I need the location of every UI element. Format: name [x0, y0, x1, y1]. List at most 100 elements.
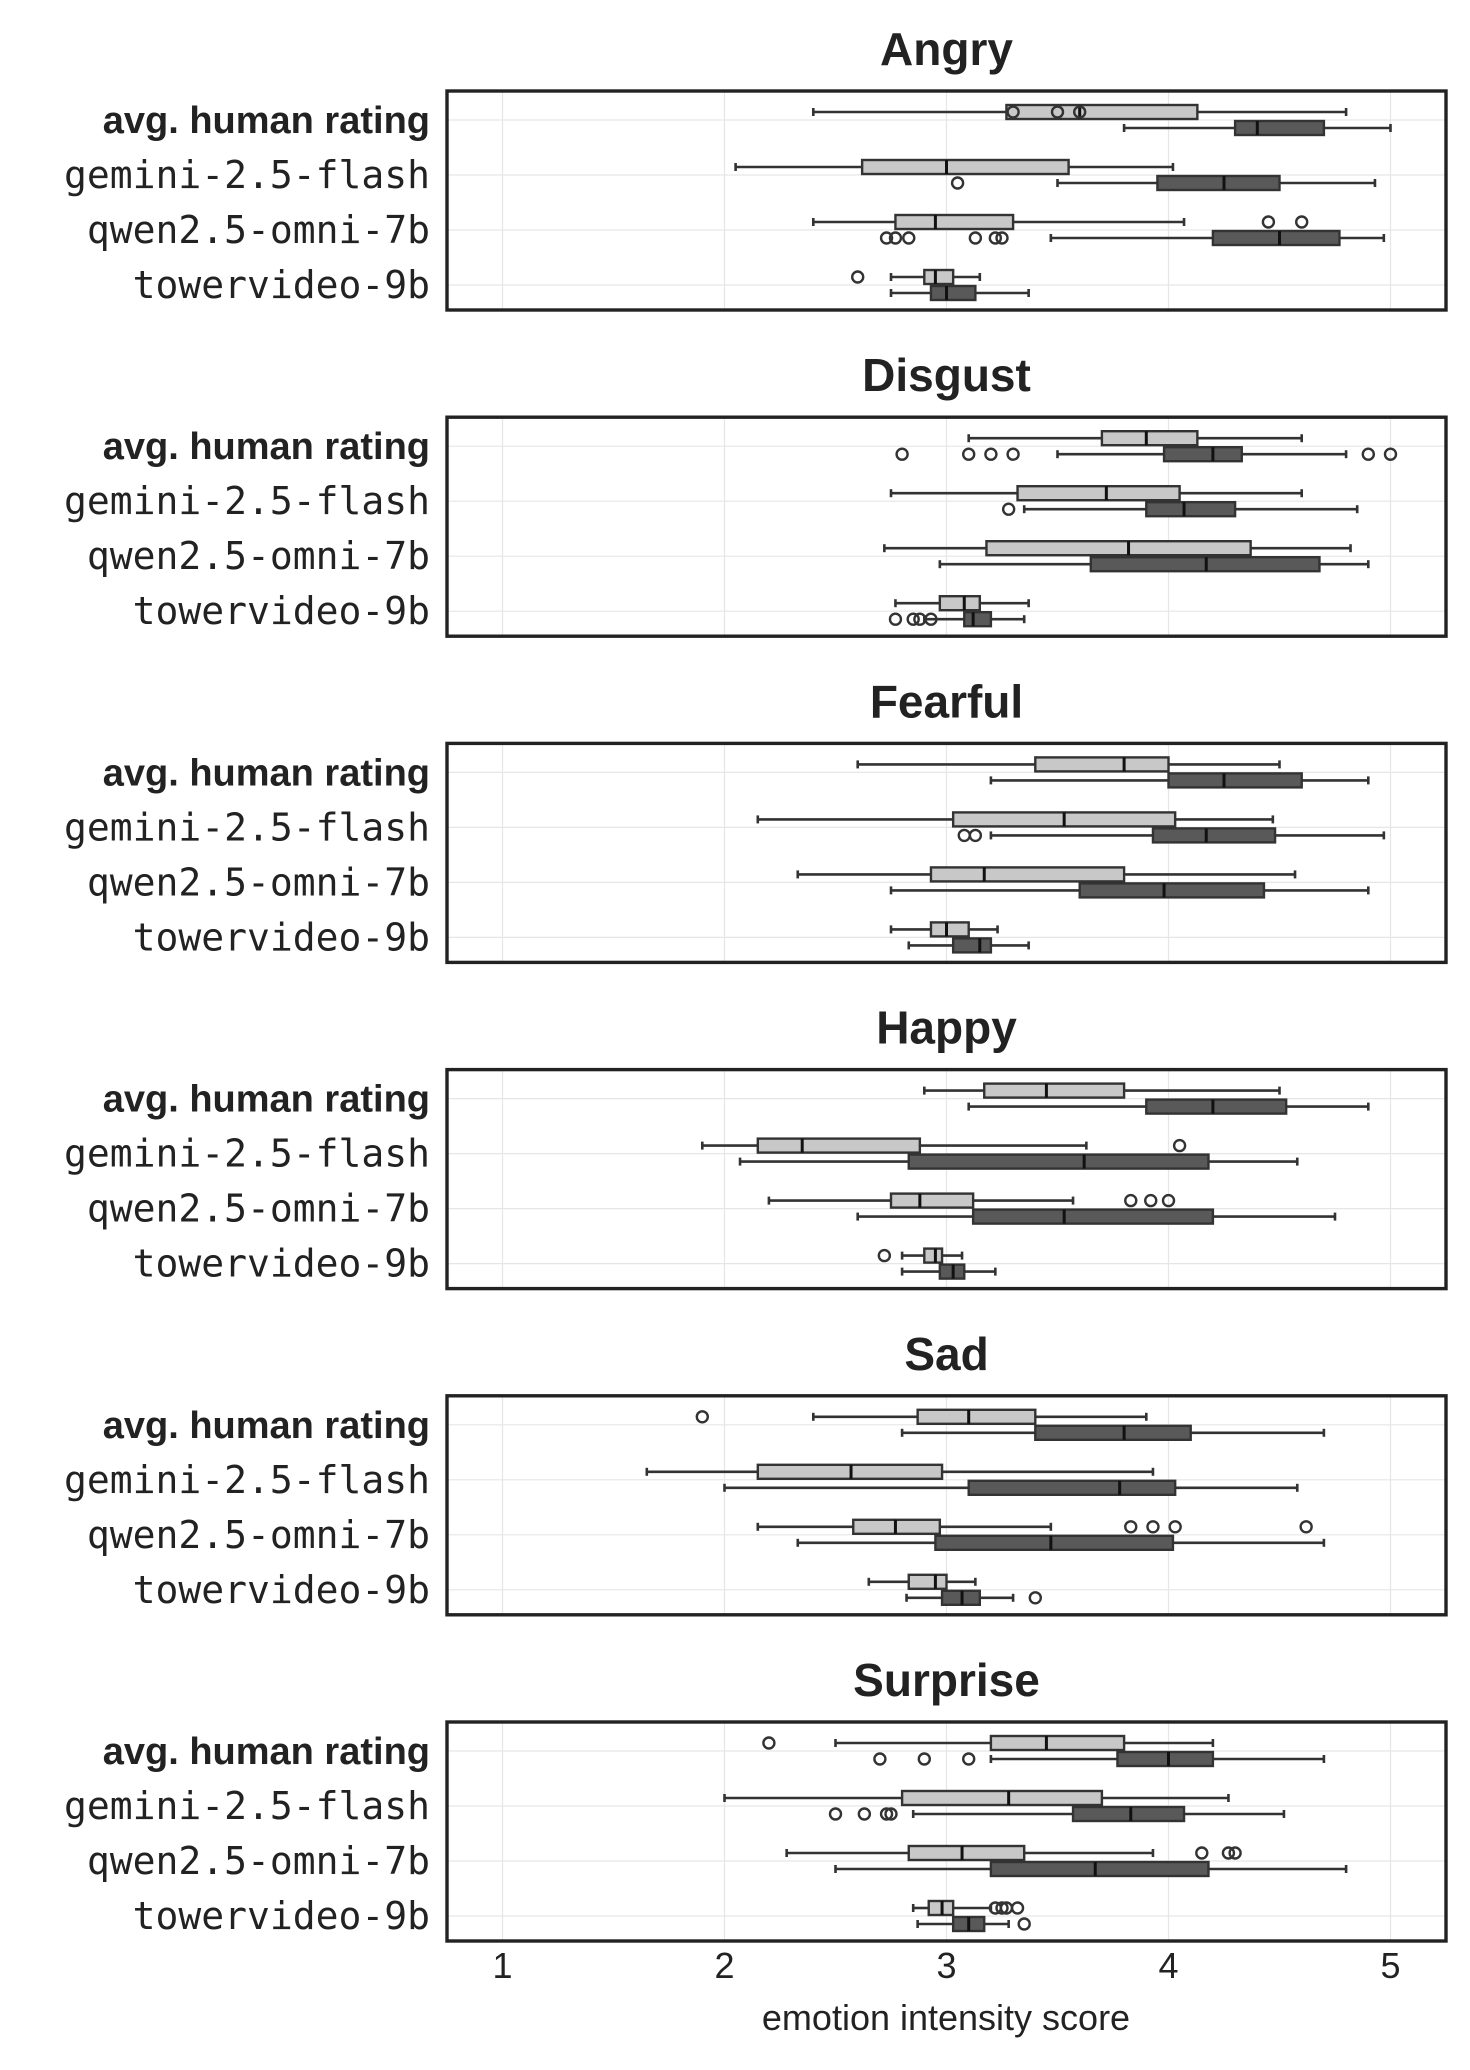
box-iqr — [951, 937, 993, 954]
outlier-point — [957, 828, 971, 843]
box-light-surprise-2 — [785, 1844, 1242, 1862]
box-dark-surprise-3 — [916, 1915, 1031, 1933]
outlier-point — [1195, 1846, 1209, 1860]
panel-frame — [445, 89, 1448, 312]
outlier-point — [1161, 1193, 1176, 1208]
outlier-point — [902, 231, 916, 245]
box-dark-sad-0 — [900, 1424, 1326, 1442]
outlier-point — [1001, 502, 1016, 516]
outlier-point — [851, 270, 865, 284]
x-tick-label: 2 — [714, 1945, 734, 1986]
box-iqr — [985, 540, 1252, 557]
box-light-happy-0 — [922, 1082, 1281, 1099]
box-iqr — [989, 1860, 1210, 1878]
box-iqr — [929, 284, 977, 302]
panel-frame — [445, 1067, 1448, 1291]
row-label: gemini-2.5-flash — [64, 153, 430, 197]
box-iqr — [756, 1137, 922, 1154]
box-dark-happy-0 — [967, 1098, 1370, 1115]
x-tick-label: 5 — [1380, 1945, 1400, 1986]
x-axis-label: emotion intensity score — [762, 1997, 1130, 2038]
outlier-point — [873, 1752, 887, 1766]
panel-title-surprise: Surprise — [853, 1654, 1040, 1706]
outlier-point — [762, 1736, 776, 1750]
box-iqr — [1145, 1098, 1288, 1115]
box-iqr — [1167, 772, 1303, 789]
box-dark-surprise-0 — [873, 1750, 1326, 1768]
box-iqr — [1016, 485, 1181, 502]
box-light-fearful-0 — [856, 756, 1281, 773]
outlier-point — [1028, 1591, 1043, 1605]
box-dark-disgust-0 — [895, 446, 1398, 463]
outlier-point — [1172, 1138, 1187, 1153]
box-iqr — [1211, 229, 1341, 247]
row-label: qwen2.5-omni-7b — [87, 208, 430, 252]
outlier-point — [888, 231, 903, 245]
box-dark-disgust-1 — [1001, 501, 1359, 518]
x-axis: 1 2 3 4 5 — [492, 1945, 1400, 1986]
box-iqr — [1071, 1805, 1186, 1823]
box-light-disgust-0 — [967, 430, 1303, 447]
row-label: towervideo-9b — [133, 589, 430, 633]
panel-disgust: Disgust avg. human rating gemini-2.5-flash… — [64, 349, 1448, 638]
panel-angry: Angry avg. human rating gemini-2.5-flash qw… — [64, 23, 1448, 312]
box-light-disgust-1 — [889, 485, 1303, 502]
row-label: towervideo-9b — [133, 915, 430, 959]
box-iqr — [989, 1734, 1126, 1752]
panel-frame — [445, 415, 1448, 638]
box-iqr — [894, 213, 1015, 231]
row-label: avg. human rating — [103, 1079, 430, 1121]
row-label: gemini-2.5-flash — [64, 1132, 430, 1176]
panel-sad: Sad avg. human rating gemini-2.5-flash qwen… — [64, 1328, 1448, 1617]
outlier-point — [1299, 1520, 1313, 1534]
row-label: towervideo-9b — [133, 1894, 430, 1938]
row-label: qwen2.5-omni-7b — [87, 860, 430, 904]
panel-title-sad: Sad — [904, 1328, 988, 1380]
outlier-point — [1050, 105, 1065, 119]
box-iqr — [1151, 827, 1277, 844]
box-iqr — [900, 1789, 1104, 1807]
outlier-point — [1228, 1846, 1242, 1860]
x-tick-label: 4 — [1158, 1945, 1178, 1986]
outlier-point — [1168, 1520, 1182, 1534]
box-iqr — [923, 1247, 944, 1264]
outlier-point — [1294, 215, 1309, 229]
outlier-point — [1006, 447, 1020, 461]
box-iqr — [934, 1534, 1175, 1552]
box-dark-surprise-1 — [828, 1805, 1286, 1823]
box-iqr — [929, 921, 970, 938]
box-iqr — [963, 611, 993, 628]
box-light-happy-1 — [700, 1137, 1187, 1154]
outlier-point — [995, 1901, 1009, 1915]
panels-group: Angry avg. human rating gemini-2.5-flash qw… — [64, 23, 1448, 1943]
box-dark-fearful-1 — [957, 827, 1386, 844]
box-iqr — [971, 1208, 1215, 1225]
box-iqr — [938, 595, 982, 612]
box-light-sad-3 — [867, 1573, 977, 1591]
box-light-happy-2 — [767, 1192, 1176, 1209]
outlier-point — [1124, 1520, 1138, 1534]
outlier-point — [1010, 1901, 1025, 1915]
row-label: qwen2.5-omni-7b — [87, 1513, 430, 1557]
box-dark-sad-1 — [723, 1479, 1299, 1497]
box-dark-angry-3 — [889, 284, 1030, 302]
row-label: gemini-2.5-flash — [64, 805, 430, 849]
box-light-sad-1 — [645, 1463, 1155, 1481]
outlier-point — [888, 612, 903, 626]
box-light-surprise-1 — [723, 1789, 1230, 1807]
outlier-point — [877, 1248, 892, 1263]
box-dark-happy-1 — [738, 1153, 1299, 1170]
panel-title-disgust: Disgust — [862, 349, 1031, 401]
outlier-point — [917, 1752, 931, 1766]
box-iqr — [1162, 446, 1243, 463]
box-dark-fearful-3 — [907, 937, 1030, 954]
panel-happy: Happy avg. human rating gemini-2.5-flash qw… — [64, 1002, 1448, 1291]
row-label: qwen2.5-omni-7b — [87, 1187, 430, 1231]
box-iqr — [1034, 1424, 1192, 1442]
box-light-disgust-3 — [894, 595, 1030, 612]
outlier-point — [1017, 1917, 1031, 1931]
panel-frame — [445, 1394, 1448, 1617]
outlier-point — [1146, 1520, 1160, 1534]
box-dark-happy-3 — [900, 1263, 997, 1280]
